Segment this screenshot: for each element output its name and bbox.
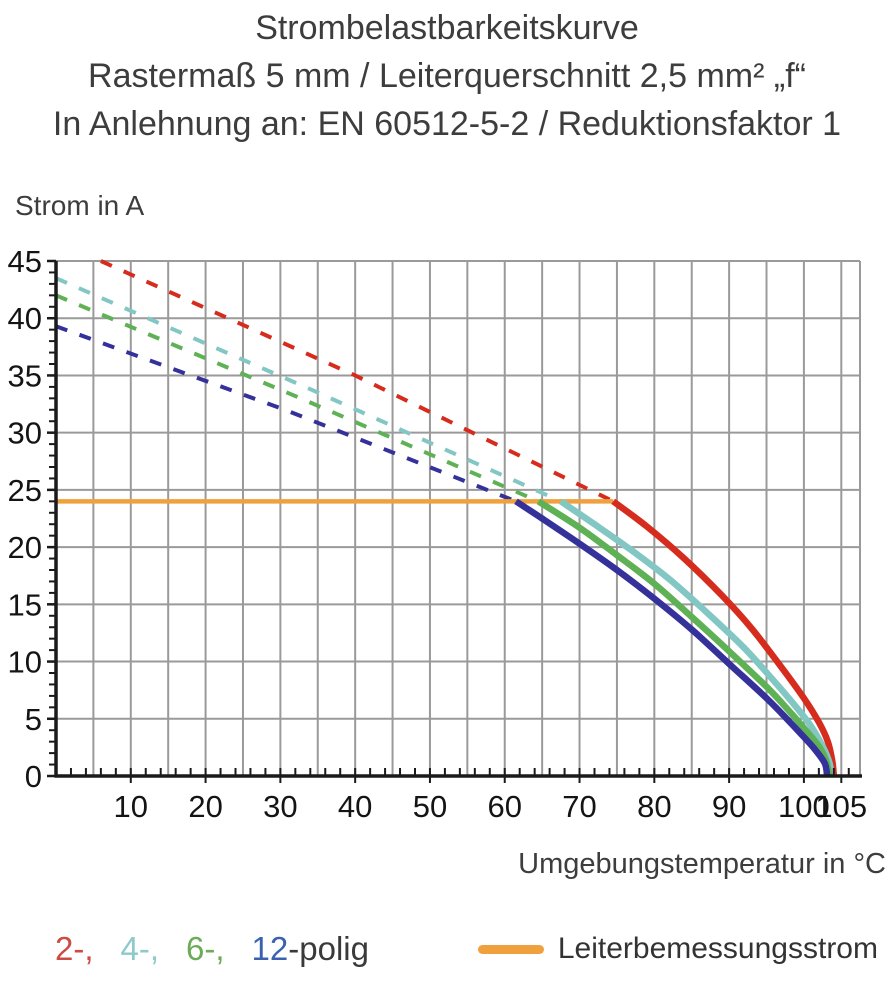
current-capacity-chart: 0 5 10 15 20 25 30 35 40 45 10 20 30 40 50 60 70 80 90 100 1… (0, 230, 894, 830)
svg-text:45: 45 (8, 244, 42, 279)
legend-polig-suffix: -polig (288, 930, 369, 967)
svg-text:20: 20 (8, 530, 42, 565)
legend-rated-current: Leiterbemessungsstrom (477, 932, 886, 966)
chart-legend: 2-, 4-, 6-, 12 -polig Leiterbemessungsst… (55, 930, 886, 968)
rated-current-line-swatch (477, 944, 544, 954)
svg-text:105: 105 (815, 789, 867, 824)
legend-6polig: 6-, (186, 930, 225, 967)
svg-text:60: 60 (488, 789, 522, 824)
svg-text:100: 100 (778, 789, 830, 824)
legend-12polig: 12 (251, 930, 289, 967)
legend-pole-counts: 2-, 4-, 6-, 12 -polig (55, 930, 369, 968)
svg-text:80: 80 (637, 789, 671, 824)
legend-4polig: 4-, (120, 930, 160, 967)
svg-text:70: 70 (562, 789, 596, 824)
svg-text:15: 15 (8, 587, 42, 622)
chart-canvas: 0 5 10 15 20 25 30 35 40 45 10 20 30 40 50 60 70 80 90 1001… (8, 244, 868, 824)
title-line-2: Rastermaß 5 mm / Leiterquerschnitt 2,5 m… (88, 57, 806, 95)
svg-text:90: 90 (712, 789, 746, 824)
svg-text:30: 30 (8, 416, 42, 451)
figure-title: Strombelastbarkeitskurve Rastermaß 5 mm … (0, 4, 894, 148)
title-line-1: Strombelastbarkeitskurve (255, 9, 639, 47)
svg-text:30: 30 (263, 789, 297, 824)
svg-text:0: 0 (25, 759, 42, 794)
svg-text:20: 20 (188, 789, 222, 824)
svg-text:50: 50 (413, 789, 447, 824)
svg-text:40: 40 (338, 789, 372, 824)
svg-text:10: 10 (114, 789, 148, 824)
svg-text:40: 40 (8, 301, 42, 336)
svg-text:10: 10 (8, 645, 42, 680)
legend-2polig: 2-, (55, 930, 94, 967)
x-axis-title: Umgebungstemperatur in °C (518, 848, 886, 880)
rated-current-label: Leiterbemessungsstrom (557, 932, 878, 965)
y-axis-title: Strom in A (15, 190, 145, 221)
title-line-3: In Anlehnung an: EN 60512-5-2 / Reduktio… (52, 105, 842, 143)
svg-text:5: 5 (25, 702, 42, 737)
svg-text:25: 25 (8, 473, 42, 508)
svg-text:35: 35 (8, 358, 42, 393)
